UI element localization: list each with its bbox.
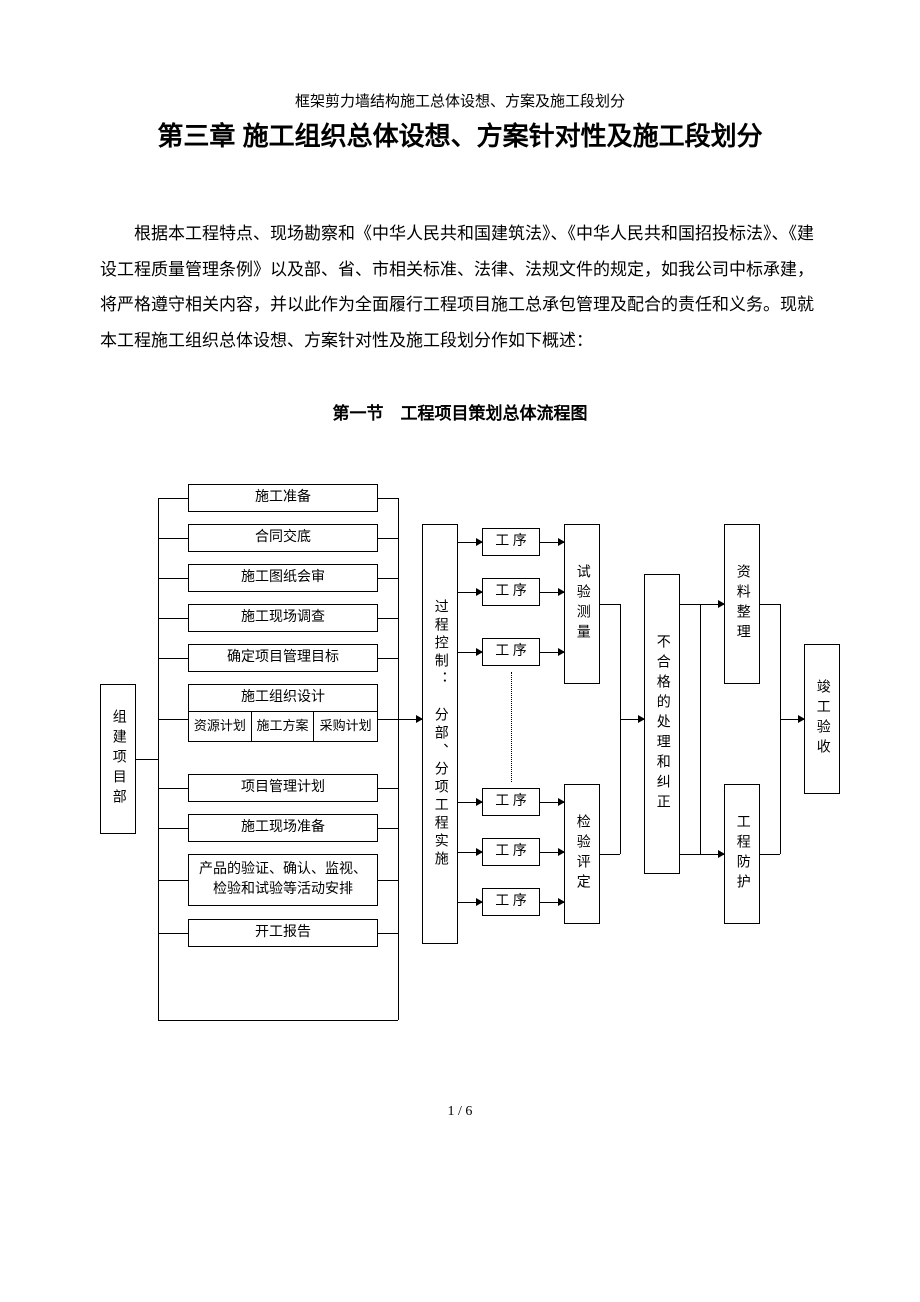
fc-c2-7: 施工现场准备 (188, 814, 378, 842)
fc-col5-bot: 检验评定 (564, 784, 600, 924)
fc-col3: 过程控制： 分部、分项工程实施 (422, 524, 458, 944)
fc-col1: 组建项目部 (100, 684, 136, 834)
fc-gx-2: 工 序 (482, 638, 540, 666)
fc-c2-5-sub: 资源计划 施工方案 采购计划 (188, 712, 378, 742)
fc-col5-top: 试验测量 (564, 524, 600, 684)
fc-c2-0: 施工准备 (188, 484, 378, 512)
fc-col1-label: 组建项目部 (108, 709, 128, 809)
page-footer: 1 / 6 (100, 1104, 820, 1120)
section-title: 第一节 工程项目策划总体流程图 (100, 399, 820, 424)
flowchart: 组建项目部 施工准备 合同交底 施工图纸会审 施工现场调查 确定项目管理目标 施… (100, 484, 850, 1044)
fc-c2-1: 合同交底 (188, 524, 378, 552)
fc-c2-9: 开工报告 (188, 919, 378, 947)
chapter-title: 第三章 施工组织总体设想、方案针对性及施工段划分 (100, 117, 820, 156)
page-header: 框架剪力墙结构施工总体设想、方案及施工段划分 (100, 90, 820, 111)
fc-c2-3: 施工现场调查 (188, 604, 378, 632)
fc-gx-3: 工 序 (482, 788, 540, 816)
fc-col8-label: 竣工验收 (812, 679, 832, 759)
intro-paragraph: 根据本工程特点、现场勘察和《中华人民共和国建筑法》、《中华人民共和国招投标法》、… (100, 216, 820, 359)
fc-c2-4: 确定项目管理目标 (188, 644, 378, 672)
fc-c2-6: 项目管理计划 (188, 774, 378, 802)
fc-col3-label: 过程控制： 分部、分项工程实施 (430, 599, 450, 869)
fc-col6: 不合格的处理和纠正 (644, 574, 680, 874)
fc-gx-dots (511, 672, 512, 782)
fc-c2-8: 产品的验证、确认、监视、检验和试验等活动安排 (188, 854, 378, 906)
fc-c2-5: 施工组织设计 (188, 684, 378, 712)
fc-gx-1: 工 序 (482, 578, 540, 606)
fc-col6-label: 不合格的处理和纠正 (652, 634, 672, 814)
fc-col7-bot: 工程防护 (724, 784, 760, 924)
fc-gx-5: 工 序 (482, 888, 540, 916)
fc-col7-top: 资料整理 (724, 524, 760, 684)
fc-col8: 竣工验收 (804, 644, 840, 794)
fc-gx-0: 工 序 (482, 528, 540, 556)
fc-c2-2: 施工图纸会审 (188, 564, 378, 592)
fc-gx-4: 工 序 (482, 838, 540, 866)
